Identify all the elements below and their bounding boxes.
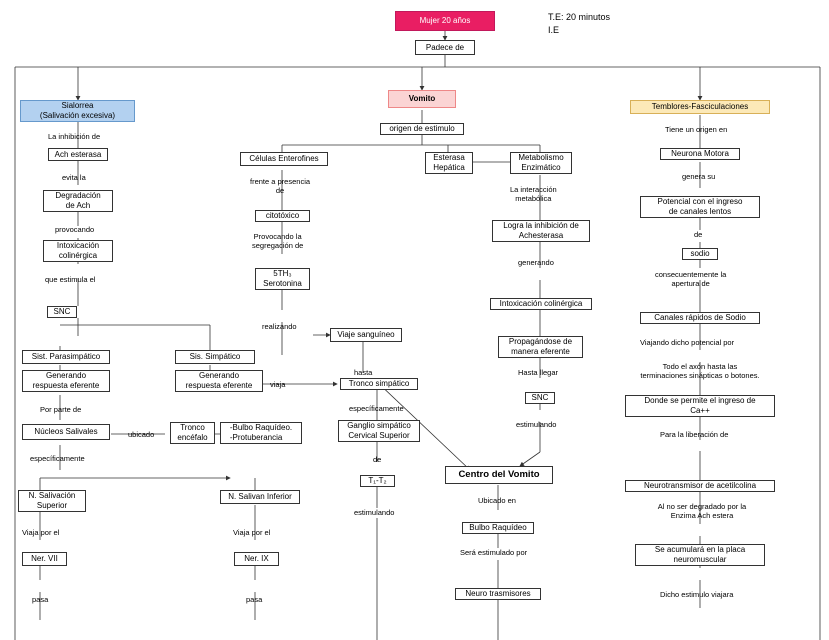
label-de: de xyxy=(373,455,381,464)
label-consec-apertura: consecuentemente la apertura de xyxy=(655,270,726,288)
label-ubicado: ubicado xyxy=(128,430,154,439)
node-snc: SNC xyxy=(47,306,77,318)
node-potencial: Potencial con el ingreso de canales lent… xyxy=(640,196,760,218)
node-metabolismo: Metabolismo Enzimático xyxy=(510,152,572,174)
label-estimulando1: estimulando xyxy=(354,508,394,517)
node-padece: Padece de xyxy=(415,40,475,55)
node-esterasa-hep: Esterasa Hepática xyxy=(425,152,473,174)
node-celulas-enterofines: Células Enterofines xyxy=(240,152,328,166)
node-neurona-mot: Neurona Motora xyxy=(660,148,740,160)
node-citotoxico: citotóxico xyxy=(255,210,310,222)
node-vomito: Vomito xyxy=(388,90,456,108)
node-donde-permite: Donde se permite el ingreso de Ca++ xyxy=(625,395,775,417)
label-hasta-llegar: Hasta llegar xyxy=(518,368,558,377)
node-viaje-sanguineo: Viaje sanguíneo xyxy=(330,328,402,342)
label-genera-su: genera su xyxy=(682,172,715,181)
meta-te: T.E: 20 minutos xyxy=(548,12,610,22)
label-viaja1: Viaja por el xyxy=(22,528,59,537)
node-n-saliv-sup: N. Salivación Superior xyxy=(18,490,86,512)
meta-ie: I.E xyxy=(548,25,559,35)
node-neurotrans-acet: Neurotransmisor de acetilcolina xyxy=(625,480,775,492)
label-prov-segregacion: Provocando la segregación de xyxy=(252,232,303,250)
node-ner-ix: Ner. IX xyxy=(234,552,279,566)
label-todo-axon: Todo el axón hasta las terminaciones sin… xyxy=(625,362,775,380)
label-realizando: realizando xyxy=(262,322,297,331)
label-pasa2: pasa xyxy=(246,595,262,604)
node-sodio: sodio xyxy=(682,248,718,260)
node-serotonina: 5TH₃ Serotonina xyxy=(255,268,310,290)
node-tronco-simpatico: Tronco simpático xyxy=(340,378,418,390)
label-hasta: hasta xyxy=(354,368,372,377)
label-sera-estim: Será estimulado por xyxy=(460,548,527,557)
label-evita: evita la xyxy=(62,173,86,182)
node-tronco-encef: Tronco encéfalo xyxy=(170,422,215,444)
node-n-salivan-inf: N. Salivan Inferior xyxy=(220,490,300,504)
node-gen-resp1: Generando respuesta eferente xyxy=(22,370,110,392)
label-para-liberacion: Para la liberación de xyxy=(660,430,728,439)
node-intox-colin: Intoxicación colinérgica xyxy=(43,240,113,262)
label-estimulando2: estimulando xyxy=(516,420,556,429)
node-ner-vii: Ner. VII xyxy=(22,552,67,566)
label-tiene-origen: Tiene un origen en xyxy=(665,125,727,134)
label-generando: generando xyxy=(518,258,554,267)
label-viajando: Viajando dicho potencial por xyxy=(640,338,734,347)
label-inhibicion: La inhibición de xyxy=(48,132,100,141)
node-root: Mujer 20 años xyxy=(395,11,495,31)
label-viaja2: Viaja por el xyxy=(233,528,270,537)
node-origen-estimulo: origen de estimulo xyxy=(380,123,464,135)
node-t1t2: T₁-T₂ xyxy=(360,475,395,487)
node-ach-esterasa: Ach esterasa xyxy=(48,148,108,161)
node-bulbo-protu: -Bulbo Raquídeo. -Protuberancia xyxy=(220,422,302,444)
node-nucleos-saliv: Núcleos Salivales xyxy=(22,424,110,440)
node-logra-inhib: Logra la inhibición de Achesterasa xyxy=(492,220,590,242)
node-degradacion: Degradación de Ach xyxy=(43,190,113,212)
label-provocando: provocando xyxy=(55,225,94,234)
node-temblores: Temblores-Fasciculaciones xyxy=(630,100,770,114)
label-que-estimula: que estimula el xyxy=(45,275,95,284)
node-sist-parasimp: Sist. Parasimpático xyxy=(22,350,110,364)
node-canales-rapidos: Canales rápidos de Sodio xyxy=(640,312,760,324)
label-interaccion: La interacción metabólica xyxy=(510,185,557,203)
label-al-no-ser: Al no ser degradado por la Enzima Ach es… xyxy=(642,502,762,520)
node-sialorrea: Sialorrea (Salivación excesiva) xyxy=(20,100,135,122)
label-dicho-estimulo: Dicho estimulo viajara xyxy=(660,590,733,599)
node-se-acumulara: Se acumulará en la placa neuromuscular xyxy=(635,544,765,566)
label-pasa1: pasa xyxy=(32,595,48,604)
label-ubicado-en: Ubicado en xyxy=(478,496,516,505)
node-bulbo-raq: Bulbo Raquídeo xyxy=(462,522,534,534)
node-snc2: SNC xyxy=(525,392,555,404)
label-de2: de xyxy=(694,230,702,239)
node-propagandose: Propagándose de manera eferente xyxy=(498,336,583,358)
node-centro-vomito: Centro del Vomito xyxy=(445,466,553,484)
label-por-parte: Por parte de xyxy=(40,405,81,414)
node-neuro-trans: Neuro trasmisores xyxy=(455,588,541,600)
label-especif2: específicamente xyxy=(349,404,404,413)
node-sis-simp: Sis. Simpático xyxy=(175,350,255,364)
node-ganglio: Ganglio simpático Cervical Superior xyxy=(338,420,420,442)
label-viaja: viaja xyxy=(270,380,285,389)
node-intox-col2: Intoxicación colinérgica xyxy=(490,298,592,310)
node-gen-resp2: Generando respuesta eferente xyxy=(175,370,263,392)
label-especif1: específicamente xyxy=(30,454,85,463)
label-frente-presencia: frente a presencia de xyxy=(250,177,310,195)
